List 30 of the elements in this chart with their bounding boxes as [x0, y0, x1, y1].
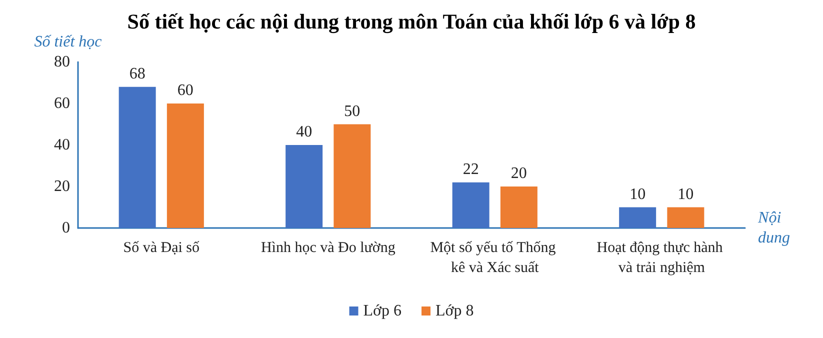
y-tick-label: 40 — [54, 136, 70, 154]
data-label: 20 — [510, 165, 527, 182]
data-label: 50 — [344, 102, 360, 120]
bar — [118, 86, 156, 228]
data-label: 60 — [177, 82, 194, 99]
data-label: 10 — [678, 186, 694, 203]
bar — [452, 182, 490, 228]
y-tick-label: 0 — [62, 220, 70, 236]
data-label: 40 — [296, 124, 312, 140]
x-tick-label: Hình học và Đo lường — [260, 240, 396, 256]
bar — [667, 207, 704, 228]
x-tick-label: Hoạt động thực hành và trải nghiệm — [596, 240, 727, 276]
x-tick-label: Một số yếu tố Thống kê và Xác suất — [430, 240, 560, 276]
bar — [286, 145, 323, 228]
bar — [334, 124, 371, 228]
y-tick-label: 20 — [54, 178, 70, 195]
bar — [166, 104, 204, 228]
y-axis-title: Số tiết học — [34, 34, 102, 50]
x-tick-label: Số và Đại số — [123, 240, 200, 256]
y-tick-label: 60 — [54, 95, 70, 112]
data-label: 10 — [630, 186, 646, 203]
chart-title: Số tiết học các nội dung trong môn Toán của khối lớp 6 và lớp 8 — [127, 10, 696, 34]
x-axis-title: Nội dung — [757, 210, 790, 246]
legend-label: Lớp 6 — [363, 302, 402, 320]
bar — [500, 186, 538, 228]
data-label: 22 — [462, 160, 479, 178]
data-label: 68 — [129, 65, 146, 82]
legend-label: Lớp 8 — [436, 302, 474, 320]
bar — [619, 207, 656, 228]
y-tick-label: 80 — [54, 54, 70, 70]
